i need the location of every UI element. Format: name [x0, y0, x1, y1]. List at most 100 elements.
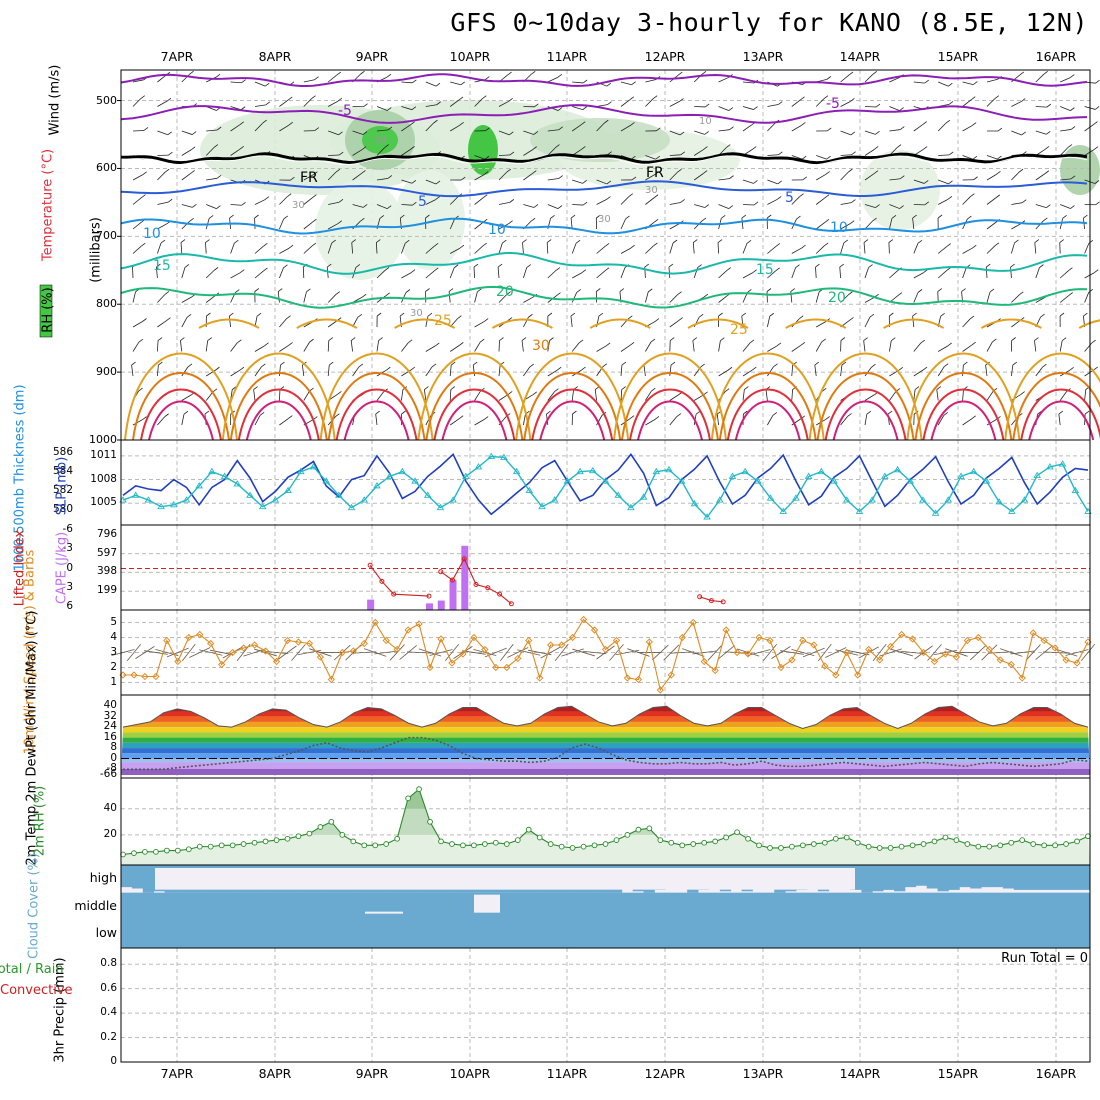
- wind-barb: [889, 218, 893, 230]
- rh-marker: [712, 838, 719, 845]
- wind-barb: [498, 171, 507, 181]
- wind-barb: [156, 267, 158, 279]
- wind-speed-marker: [185, 633, 193, 642]
- wind-barb: [401, 81, 413, 84]
- date-label-bottom: 14APR: [839, 1066, 881, 1081]
- thickness-marker: [411, 477, 419, 484]
- wind-barb-flag: [677, 168, 682, 173]
- wind-barb-flag: [947, 196, 953, 200]
- surface-wind-barb: [243, 648, 266, 657]
- rh-contour-label: 10: [699, 116, 712, 127]
- wind-barb: [277, 291, 280, 303]
- wind-barb: [1059, 391, 1067, 401]
- wind-speed-marker: [865, 645, 873, 654]
- wind-barb: [669, 416, 678, 426]
- rh-marker: [514, 837, 521, 843]
- wind-barb: [864, 106, 877, 108]
- wind-barb: [1011, 223, 1022, 230]
- wind-barb: [547, 76, 558, 83]
- thickness-marker: [677, 477, 686, 484]
- cloud-high-bar: [142, 865, 155, 893]
- wind-barb: [645, 341, 652, 352]
- li-tick: 3: [66, 580, 73, 593]
- contour-label: 10: [143, 226, 161, 242]
- wind-barb-flag: [869, 313, 875, 318]
- wind-barb-flag: [698, 313, 704, 318]
- rh-shade-blob: [362, 126, 398, 154]
- contour-label: FR: [300, 170, 318, 186]
- wind-barb-flag: [1018, 168, 1024, 173]
- rh-marker: [1052, 842, 1058, 849]
- wind-barb: [620, 267, 626, 279]
- rh-marker: [1008, 839, 1015, 846]
- rh-2m: [120, 786, 1091, 865]
- wind-barb-flag: [253, 386, 258, 390]
- wind-barb-flag: [581, 269, 587, 274]
- wind-barb-flag: [697, 264, 702, 268]
- wind-barb: [425, 104, 437, 107]
- bl-temp-contour: [221, 352, 336, 441]
- cloud-high-bar: [1013, 865, 1026, 890]
- wind-barb-flag: [355, 264, 361, 268]
- wind-barb: [157, 416, 165, 426]
- thickness-marker: [538, 502, 546, 510]
- wind-barb: [1059, 270, 1069, 279]
- cape-axis-title: CAPE (J/kg): [54, 531, 70, 605]
- wind-barb: [937, 366, 945, 377]
- li-marker: [426, 593, 432, 599]
- wind-barb-flag: [701, 70, 707, 75]
- wind-barb: [767, 104, 779, 107]
- wind-barb: [1060, 178, 1072, 181]
- wind-speed-marker: [404, 626, 412, 634]
- wind-tick: 5: [110, 615, 117, 628]
- wind-barb-flag: [821, 387, 827, 392]
- wind-barb: [205, 242, 207, 254]
- wind-barb: [693, 173, 704, 181]
- wind-tick: 4: [110, 630, 117, 643]
- rh-marker: [558, 843, 565, 850]
- wind-barb: [889, 270, 898, 279]
- wind-barb-flag: [458, 96, 464, 101]
- wind-barb: [279, 389, 281, 401]
- cloud-high-bar: [959, 865, 971, 888]
- wind-barb-flag: [507, 317, 513, 321]
- bl-temp-contour: [523, 371, 622, 441]
- wind-barb: [669, 294, 678, 303]
- contour-label: 25: [434, 313, 452, 329]
- wind-barb-flag: [912, 214, 917, 219]
- wind-barb-flag: [775, 243, 781, 247]
- wind-barb-flag: [961, 288, 966, 292]
- rh-shade-blob: [860, 150, 940, 230]
- wind-barb-flag: [848, 168, 853, 173]
- wind-speed-marker: [777, 663, 785, 672]
- wind-barb: [327, 320, 338, 328]
- wind-barb-flag: [621, 386, 626, 390]
- wind-speed-marker: [974, 633, 982, 642]
- wind-barb-flag: [241, 201, 246, 206]
- wind-barb: [645, 174, 656, 181]
- thickness-marker: [512, 467, 521, 475]
- thickness-marker: [627, 503, 635, 511]
- wind-barb-flag: [529, 363, 534, 368]
- wind-barb-flag: [728, 107, 734, 111]
- cloud-high-bar: [904, 865, 917, 888]
- temp-tick: -8: [106, 762, 117, 774]
- date-label-bottom: 8APR: [258, 1066, 292, 1081]
- cloud-high-bar: [131, 865, 144, 889]
- wind-barb-flag: [288, 244, 294, 249]
- wind-barb: [1060, 204, 1071, 209]
- wind-barb-flag: [582, 201, 588, 206]
- bl-temp-contour: [1004, 352, 1100, 441]
- wind-barb: [328, 223, 339, 230]
- wind-barb-flag: [1011, 337, 1016, 341]
- surface-wind-barb: [900, 650, 925, 655]
- wind-barb: [815, 197, 826, 205]
- wind-barb-flag: [427, 312, 433, 317]
- wind-barb: [1059, 295, 1069, 303]
- wind-barb: [718, 369, 729, 377]
- wind-barb: [864, 149, 875, 156]
- pressure-tick: 800: [96, 297, 117, 311]
- wind-speed-marker: [492, 663, 500, 672]
- wind-barb: [401, 204, 413, 206]
- wind-speed-marker: [1073, 659, 1081, 667]
